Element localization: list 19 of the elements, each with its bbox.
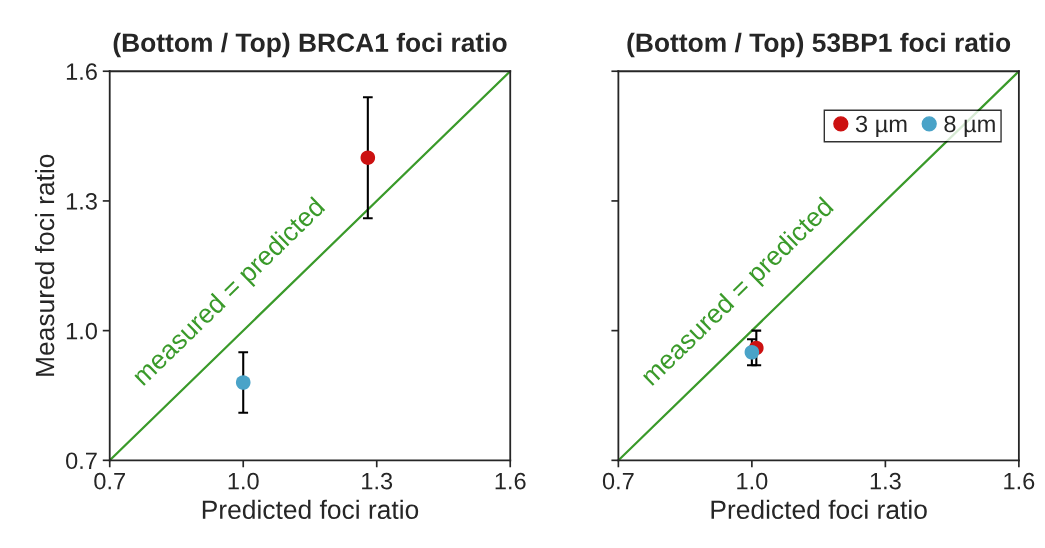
- x-tick-label: 1.3: [362, 472, 393, 490]
- x-axis-title: Predicted foci ratio: [202, 499, 419, 520]
- x-tick-label: 1.3: [870, 472, 901, 490]
- x-tick-label: 1.0: [737, 472, 768, 490]
- x-tick-label: 1.0: [228, 472, 259, 490]
- legend-label: 3 µm: [855, 115, 907, 138]
- x-axis-title: Predicted foci ratio: [711, 499, 927, 520]
- x-tick-label: 0.7: [602, 472, 634, 490]
- chart-title: (Bottom / Top) 53BP1 foci ratio: [627, 32, 1011, 58]
- y-tick-label: 1.3: [66, 193, 97, 210]
- x-tick-label: 1.6: [495, 472, 526, 490]
- legend-label: 8 µm: [944, 115, 995, 138]
- y-tick-label: 1.0: [66, 322, 97, 340]
- x-tick-label: 0.7: [94, 472, 125, 490]
- y-axis-title: Measured foci ratio: [34, 154, 55, 376]
- y-tick-label: 0.7: [66, 452, 97, 470]
- chart-title: (Bottom / Top) BRCA1 foci ratio: [113, 32, 507, 58]
- x-tick-label: 1.6: [1004, 472, 1035, 490]
- y-tick-label: 1.6: [66, 63, 97, 81]
